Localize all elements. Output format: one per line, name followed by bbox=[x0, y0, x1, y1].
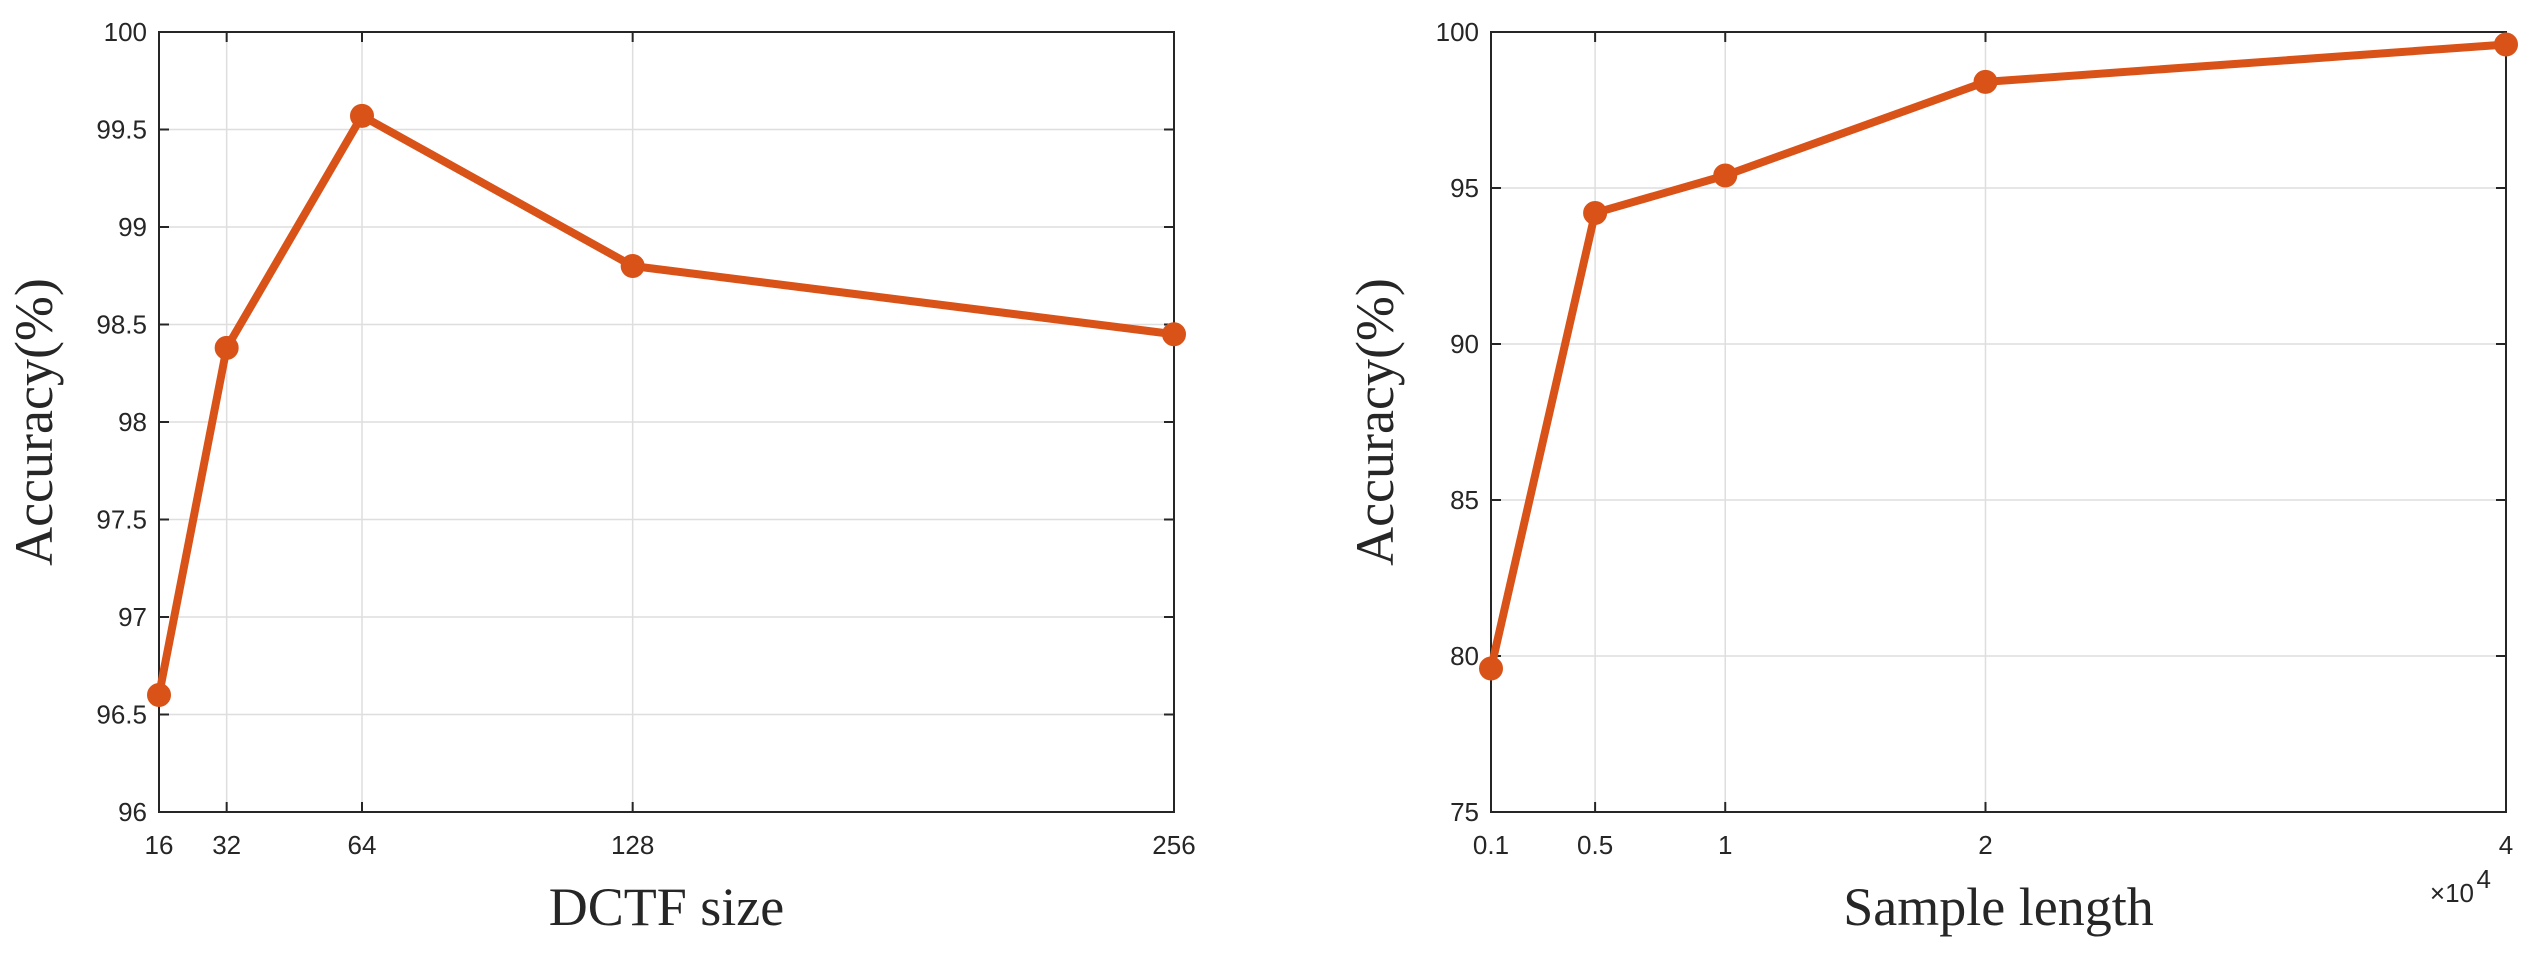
y-tick-label: 99.5 bbox=[96, 115, 147, 145]
y-tick-label: 85 bbox=[1450, 485, 1479, 515]
x-axis-multiplier: ×10 bbox=[2430, 878, 2474, 908]
x-tick-label: 4 bbox=[2499, 830, 2513, 860]
data-point bbox=[2494, 32, 2518, 57]
y-axis-label: Accuracy(%) bbox=[4, 278, 64, 566]
data-point bbox=[147, 683, 171, 707]
x-tick-label: 2 bbox=[1978, 830, 1992, 860]
data-point bbox=[620, 254, 645, 278]
y-tick-label: 99 bbox=[118, 212, 147, 242]
x-axis-label: Sample length bbox=[1843, 877, 2153, 937]
x-tick-label: 1 bbox=[1718, 830, 1732, 860]
data-point bbox=[1583, 200, 1608, 225]
y-tick-label: 97 bbox=[118, 602, 147, 632]
chart-1: 96 96.5 97 97.5 98 98.5 99 99.5 100 16 32 64 128 256 D… bbox=[4, 17, 1196, 937]
data-point bbox=[1162, 322, 1186, 347]
x-axis-label: DCTF size bbox=[549, 877, 785, 937]
y-tick-label: 95 bbox=[1450, 173, 1479, 203]
x-tick-label: 16 bbox=[145, 830, 174, 860]
y-tick-label: 96 bbox=[118, 797, 147, 827]
x-tick-label: 64 bbox=[348, 830, 377, 860]
x-tick-label: 128 bbox=[611, 830, 654, 860]
data-point bbox=[1479, 656, 1503, 681]
y-tick-label: 90 bbox=[1450, 329, 1479, 359]
y-axis-label: Accuracy(%) bbox=[1345, 278, 1405, 566]
axes-frame bbox=[1490, 31, 2507, 813]
data-point bbox=[350, 103, 374, 128]
data-point bbox=[1713, 163, 1738, 188]
y-tick-label: 96.5 bbox=[96, 700, 147, 730]
y-tick-label: 75 bbox=[1450, 797, 1479, 827]
series-line bbox=[1487, 40, 2510, 673]
y-tick-label: 98.5 bbox=[96, 310, 147, 340]
data-point bbox=[214, 335, 239, 360]
y-tick-label: 80 bbox=[1450, 641, 1479, 671]
y-tick-label: 97.5 bbox=[96, 505, 147, 535]
x-tick-label: 0.5 bbox=[1577, 830, 1613, 860]
x-tick-label: 256 bbox=[1152, 830, 1195, 860]
y-tick-label: 100 bbox=[1436, 17, 1479, 47]
x-tick-label: 32 bbox=[212, 830, 241, 860]
y-tick-label: 98 bbox=[118, 407, 147, 437]
x-axis-multiplier-exponent: 4 bbox=[2477, 864, 2491, 894]
data-point bbox=[1973, 69, 1998, 94]
series-line bbox=[155, 111, 1178, 699]
y-tick-label: 100 bbox=[104, 17, 147, 47]
x-tick-label: 0.1 bbox=[1473, 830, 1509, 860]
